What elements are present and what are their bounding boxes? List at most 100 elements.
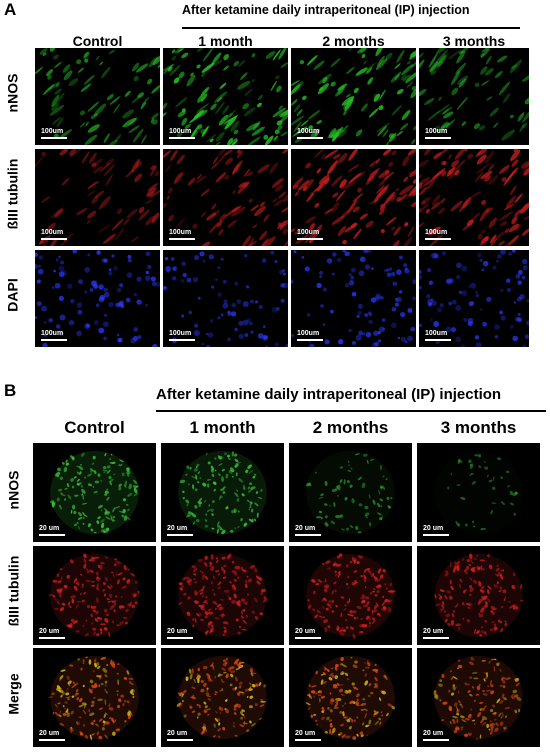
scale-bar: 100um — [169, 229, 195, 240]
scale-bar-line — [167, 637, 193, 639]
panel-b-micrograph-biii-tubulin-control: 20 um — [33, 546, 156, 645]
panel-b-micrograph-merge-2-months: 20 um — [289, 648, 412, 747]
scale-bar-label: 20 um — [423, 628, 444, 635]
scale-bar-label: 100um — [169, 330, 192, 337]
scale-bar-label: 100um — [297, 229, 320, 236]
scale-bar-line — [295, 534, 321, 536]
panel-a-col-label-1-month: 1 month — [198, 33, 253, 49]
scale-bar: 100um — [41, 128, 67, 139]
scale-bar-line — [169, 238, 195, 240]
panel-a-col-label-3-months: 3 months — [442, 33, 506, 49]
panel-b-micrograph-merge-1-month: 20 um — [161, 648, 284, 747]
scale-bar-line — [297, 238, 323, 240]
scale-bar-label: 100um — [41, 128, 64, 135]
scale-bar-label: 100um — [425, 128, 448, 135]
scale-bar: 20 um — [423, 628, 449, 639]
scale-bar-label: 20 um — [167, 628, 188, 635]
panel-b-col-label-2-months: 2 months — [312, 418, 389, 437]
panel-b-letter: B — [4, 381, 17, 400]
scale-bar: 20 um — [39, 730, 65, 741]
panel-b-col-label-control: Control — [64, 418, 125, 437]
scale-bar-label: 20 um — [167, 525, 188, 532]
scale-bar-label: 100um — [425, 229, 448, 236]
scale-bar-label: 20 um — [423, 730, 444, 737]
panel-a-row-label-nnos: nNOS — [4, 73, 21, 113]
scale-bar: 20 um — [39, 525, 65, 536]
scale-bar: 100um — [169, 330, 195, 341]
scale-bar-line — [425, 137, 451, 139]
scale-bar: 20 um — [39, 628, 65, 639]
scale-bar: 100um — [169, 128, 195, 139]
scale-bar-line — [423, 637, 449, 639]
panel-a-row-label-biii-tubulin: ßIII tubulin — [4, 158, 21, 230]
panel-b-header-underline — [156, 410, 546, 412]
scale-bar-label: 20 um — [295, 730, 316, 737]
scale-bar: 100um — [297, 229, 323, 240]
scale-bar: 20 um — [295, 628, 321, 639]
scale-bar: 20 um — [167, 628, 193, 639]
scale-bar: 20 um — [167, 730, 193, 741]
panel-a-header: After ketamine daily intraperitoneal (IP… — [182, 3, 470, 17]
panel-a-micrograph-dapi-2-months: 100um — [291, 250, 416, 347]
panel-a-col-label-control: Control — [72, 33, 123, 49]
panel-b-micrograph-nnos-2-months: 20 um — [289, 443, 412, 542]
scale-bar-line — [39, 739, 65, 741]
scale-bar: 20 um — [423, 525, 449, 536]
panel-a-micrograph-dapi-3-months: 100um — [419, 250, 529, 347]
scale-bar-label: 100um — [169, 128, 192, 135]
scale-bar-label: 100um — [41, 229, 64, 236]
scale-bar-label: 20 um — [39, 525, 60, 532]
panel-a-micrograph-nnos-control: 100um — [35, 48, 160, 145]
scale-bar: 100um — [297, 128, 323, 139]
scale-bar: 100um — [41, 330, 67, 341]
scale-bar-line — [41, 238, 67, 240]
scale-bar: 100um — [297, 330, 323, 341]
scale-bar-line — [295, 739, 321, 741]
scale-bar-label: 100um — [169, 229, 192, 236]
panel-b-col-label-3-months: 3 months — [440, 418, 517, 437]
scale-bar-line — [41, 137, 67, 139]
scale-bar-line — [297, 339, 323, 341]
scale-bar-line — [297, 137, 323, 139]
panel-a-micrograph-dapi-1-month: 100um — [163, 250, 288, 347]
scale-bar-line — [39, 637, 65, 639]
panel-a-header-underline — [182, 27, 520, 29]
scale-bar-line — [423, 534, 449, 536]
scale-bar-line — [167, 739, 193, 741]
panel-a-micrograph-dapi-control: 100um — [35, 250, 160, 347]
scale-bar: 100um — [425, 229, 451, 240]
scale-bar-line — [167, 534, 193, 536]
panel-a-micrograph-biii-tubulin-1-month: 100um — [163, 149, 288, 246]
panel-b-micrograph-merge-control: 20 um — [33, 648, 156, 747]
scale-bar-line — [41, 339, 67, 341]
scale-bar-line — [169, 137, 195, 139]
scale-bar: 100um — [425, 128, 451, 139]
panel-a-micrograph-biii-tubulin-3-months: 100um — [419, 149, 529, 246]
panel-a-micrograph-nnos-1-month: 100um — [163, 48, 288, 145]
scale-bar-label: 100um — [297, 330, 320, 337]
scale-bar-label: 20 um — [167, 730, 188, 737]
panel-b-micrograph-nnos-control: 20 um — [33, 443, 156, 542]
panel-a-micrograph-nnos-2-months: 100um — [291, 48, 416, 145]
panel-a-micrograph-biii-tubulin-2-months: 100um — [291, 149, 416, 246]
panel-a-col-label-2-months: 2 months — [322, 33, 385, 49]
scale-bar-line — [425, 238, 451, 240]
scale-bar: 20 um — [167, 525, 193, 536]
panel-b-micrograph-biii-tubulin-1-month: 20 um — [161, 546, 284, 645]
scale-bar-label: 100um — [41, 330, 64, 337]
panel-b-row-label-merge: Merge — [5, 673, 22, 715]
panel-a-letter: A — [4, 0, 17, 19]
scale-bar-label: 20 um — [423, 525, 444, 532]
panel-a-micrograph-nnos-3-months: 100um — [419, 48, 529, 145]
scale-bar-label: 20 um — [295, 525, 316, 532]
scale-bar: 20 um — [423, 730, 449, 741]
panel-a-row-label-dapi: DAPI — [4, 278, 21, 312]
scale-bar: 20 um — [295, 525, 321, 536]
panel-b-micrograph-biii-tubulin-2-months: 20 um — [289, 546, 412, 645]
scale-bar: 100um — [41, 229, 67, 240]
scale-bar-line — [423, 739, 449, 741]
panel-b-micrograph-merge-3-months: 20 um — [417, 648, 540, 747]
panel-b-header: After ketamine daily intraperitoneal (IP… — [156, 386, 502, 403]
scale-bar: 20 um — [295, 730, 321, 741]
scale-bar-label: 20 um — [295, 628, 316, 635]
